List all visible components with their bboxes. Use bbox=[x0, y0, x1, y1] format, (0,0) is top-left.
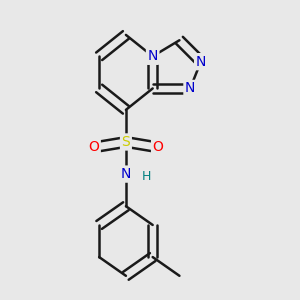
Text: N: N bbox=[148, 49, 158, 63]
Text: O: O bbox=[153, 140, 164, 154]
Text: N: N bbox=[196, 55, 206, 69]
Text: S: S bbox=[122, 135, 130, 149]
Text: N: N bbox=[185, 81, 195, 95]
Text: N: N bbox=[121, 167, 131, 181]
Text: H: H bbox=[141, 170, 151, 183]
Text: O: O bbox=[88, 140, 99, 154]
